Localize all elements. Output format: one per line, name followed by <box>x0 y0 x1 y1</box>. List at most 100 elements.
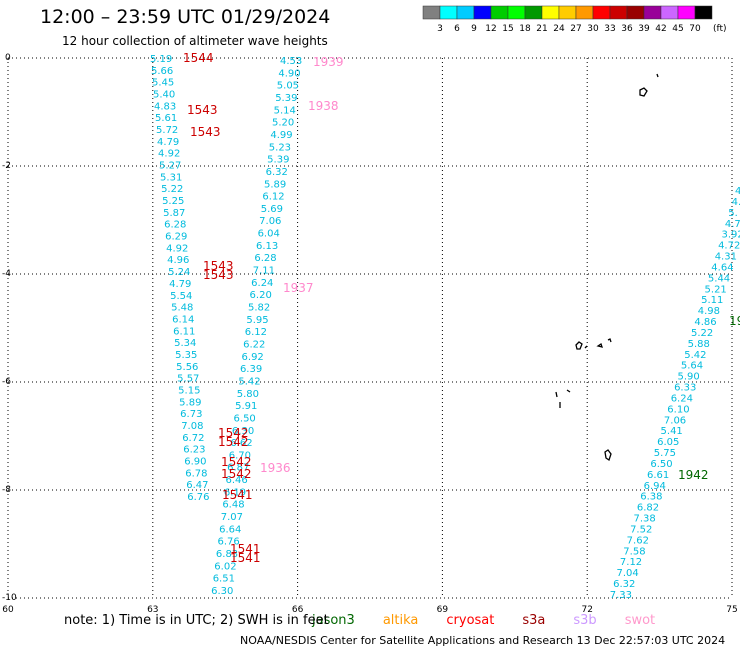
satellite-legend-item: cryosat <box>446 613 495 628</box>
satellite-legend-item: s3a <box>522 613 546 628</box>
wave-height-label: 6.02 <box>214 561 236 572</box>
wave-height-label: 7.04 <box>617 568 639 579</box>
wave-height-label: 6.32 <box>266 167 288 178</box>
wave-height-label: 5.44 <box>708 273 730 284</box>
wave-height-label: 5.23 <box>269 142 291 153</box>
pass-number-label: 1936 <box>260 461 291 475</box>
wave-height-label: 6.50 <box>234 413 256 424</box>
wave-height-label: 6.05 <box>657 437 679 448</box>
wave-height-label: 4.7 <box>725 219 740 230</box>
wave-height-label: 6.29 <box>165 232 187 243</box>
wave-height-label: 6.76 <box>187 492 209 503</box>
wave-height-label: 6.24 <box>251 278 273 289</box>
wave-height-label: 6.94 <box>644 481 666 492</box>
wave-height-label: 5.88 <box>688 339 710 350</box>
wave-height-label: 5.57 <box>177 374 199 385</box>
wave-height-label: 6.14 <box>172 314 194 325</box>
x-tick-label: 72 <box>581 605 592 615</box>
wave-height-label: 6.23 <box>183 445 205 456</box>
wave-height-label: 6.19 <box>224 487 246 498</box>
wave-height-label: 7.11 <box>253 266 275 277</box>
wave-height-label: 6.87 <box>227 463 249 474</box>
wave-height-label: 6.30 <box>211 586 233 597</box>
wave-height-label: 6.83 <box>216 549 238 560</box>
wave-height-label: 6.46 <box>226 475 248 486</box>
wave-height-label: 5.20 <box>272 118 294 129</box>
wave-height-label: 5.42 <box>238 376 260 387</box>
x-tick-label: 66 <box>292 605 304 615</box>
wave-height-label: 6.62 <box>230 438 252 449</box>
wave-height-label: 5.61 <box>155 113 177 124</box>
wave-height-label: 5.05 <box>277 81 299 92</box>
colorbar-tick-label: 33 <box>604 24 615 34</box>
colorbar-tick-label: 70 <box>689 24 701 34</box>
coastline <box>604 449 612 462</box>
wave-height-label: 5.22 <box>161 184 183 195</box>
colorbar-tick-label: 27 <box>570 24 581 34</box>
wave-height-label: 6.70 <box>229 450 251 461</box>
wave-height-label: 5.64 <box>681 361 703 372</box>
colorbar-tick-label: 24 <box>553 24 565 34</box>
wave-height-label: 4.92 <box>158 149 180 160</box>
wave-height-label: 4. <box>732 197 740 208</box>
wave-height-label: 7.06 <box>259 216 281 227</box>
colorbar-swatch <box>694 5 713 20</box>
pass-number-label: 1541 <box>222 488 253 502</box>
wave-height-label: 6.51 <box>213 574 235 585</box>
wave-height-label: 4.53 <box>280 56 302 67</box>
wave-height-label: 5.35 <box>175 350 197 361</box>
wave-height-label: 6.50 <box>650 459 672 470</box>
wave-height-label: 6.12 <box>262 192 284 203</box>
colorbar-tick-label: 6 <box>454 24 460 34</box>
colorbar-tick-label: 36 <box>621 24 633 34</box>
coastline <box>575 341 583 350</box>
pass-number-label: 1543 <box>203 268 234 282</box>
pass-number-label: 1541 <box>230 551 261 565</box>
pass-number-label: 1542 <box>218 426 249 440</box>
y-tick-label: -4 <box>2 269 11 279</box>
wave-height-label: 5.45 <box>152 78 174 89</box>
wave-height-label: 5.95 <box>246 315 268 326</box>
wave-height-label: 6.39 <box>240 364 262 375</box>
wave-height-label: 5.89 <box>264 179 286 190</box>
wave-height-label: 6.12 <box>245 327 267 338</box>
coastline <box>607 338 612 343</box>
satellite-legend-item: altika <box>382 613 419 628</box>
colorbar-tick-label: 18 <box>519 24 531 34</box>
wave-height-label: 4.79 <box>169 279 191 290</box>
wave-height-label: 4.31 <box>715 252 737 263</box>
wave-height-label: 5.31 <box>160 172 182 183</box>
pass-number-label: 1942 <box>678 468 709 482</box>
wave-height-label: 6.72 <box>182 433 204 444</box>
colorbar-unit: (ft) <box>713 24 727 34</box>
map-subtitle: 12 hour collection of altimeter wave hei… <box>62 34 328 48</box>
wave-height-label: 6.38 <box>640 492 662 503</box>
pass-number-label: 1543 <box>190 125 221 139</box>
wave-height-label: 5.25 <box>162 196 184 207</box>
wave-height-label: 5.34 <box>174 338 196 349</box>
x-tick-label: 69 <box>437 605 449 615</box>
wave-height-label: 5.80 <box>237 389 259 400</box>
wave-height-label: 7.33 <box>610 590 632 601</box>
wave-height-label: 6.28 <box>254 253 276 264</box>
coastline <box>656 73 659 78</box>
y-tick-label: 0 <box>5 53 11 63</box>
wave-height-label: 7.52 <box>630 524 652 535</box>
y-tick-label: -10 <box>2 593 17 603</box>
coastline <box>566 389 571 393</box>
pass-number-label: 19 <box>729 314 740 328</box>
wave-height-label: 6.32 <box>613 579 635 590</box>
x-tick-label: 63 <box>147 605 158 615</box>
wave-height-label: 5.22 <box>691 328 713 339</box>
wave-height-label: 7.58 <box>623 546 645 557</box>
wave-height-label: 6.11 <box>173 326 195 337</box>
wave-height-label: 5.48 <box>171 303 193 314</box>
colorbar-tick-label: 9 <box>471 24 477 34</box>
wave-height-label: 5.91 <box>235 401 257 412</box>
wave-height-label: 4.92 <box>166 243 188 254</box>
pass-number-label: 1542 <box>221 455 252 469</box>
wave-height-label: 5.87 <box>163 208 185 219</box>
wave-height-label: 6.64 <box>219 524 241 535</box>
y-tick-label: -2 <box>2 161 11 171</box>
colorbar-tick-label: 15 <box>502 24 513 34</box>
